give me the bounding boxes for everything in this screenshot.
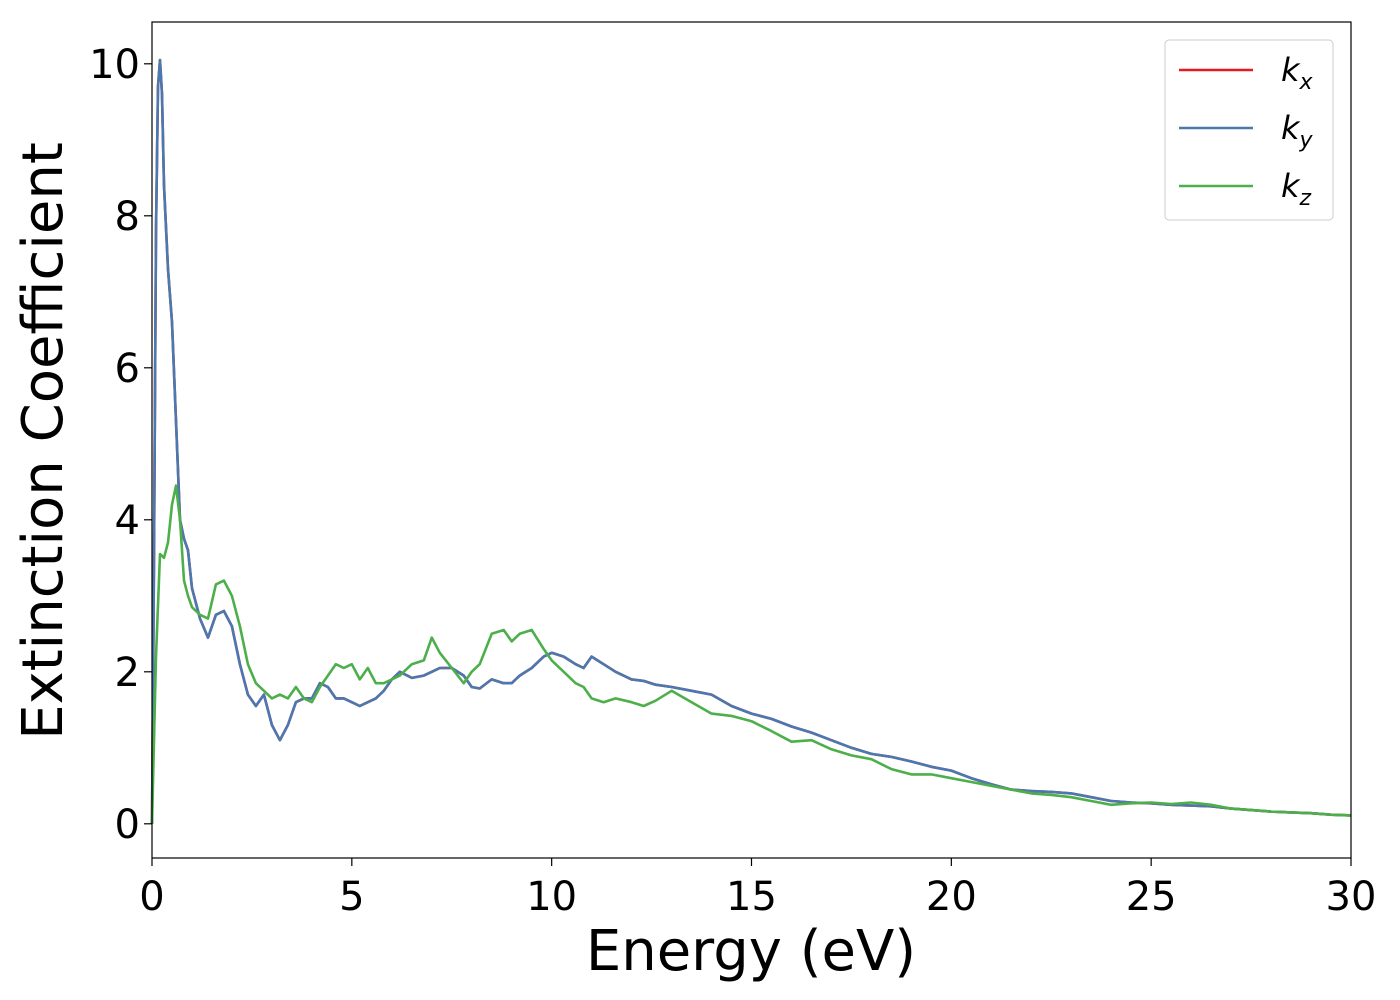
x-tick-label: 5: [339, 874, 364, 920]
x-tick-label: 30: [1326, 874, 1377, 920]
legend: kx ky kz: [1164, 39, 1334, 221]
x-tick-label: 25: [1126, 874, 1177, 920]
x-axis-title: Energy (eV): [586, 919, 916, 984]
y-tick-label: 10: [89, 42, 140, 88]
series-layer: [150, 58, 1352, 824]
legend-label-kz: kz: [1281, 167, 1312, 211]
x-tick-label: 20: [926, 874, 977, 920]
y-tick-label: 8: [115, 194, 140, 240]
ticks-layer: 0 5 10 15 20 25 30 0 2 4 6 8 10: [89, 42, 1376, 920]
series-line-kz: [150, 484, 1352, 824]
x-tick-label: 15: [726, 874, 777, 920]
plot-frame: [151, 21, 1352, 859]
y-tick-label: 0: [115, 802, 140, 848]
y-tick-label: 2: [115, 650, 140, 696]
x-tick-label: 0: [139, 874, 164, 920]
y-tick-label: 6: [115, 346, 140, 392]
series-line-ky: [150, 58, 1352, 824]
y-tick-label: 4: [115, 498, 140, 544]
legend-label-kx: kx: [1281, 51, 1314, 95]
legend-box: [1164, 39, 1334, 221]
legend-label-ky: ky: [1281, 109, 1314, 153]
y-axis-title: Extinction Coefficient: [11, 142, 76, 740]
x-tick-label: 10: [526, 874, 577, 920]
